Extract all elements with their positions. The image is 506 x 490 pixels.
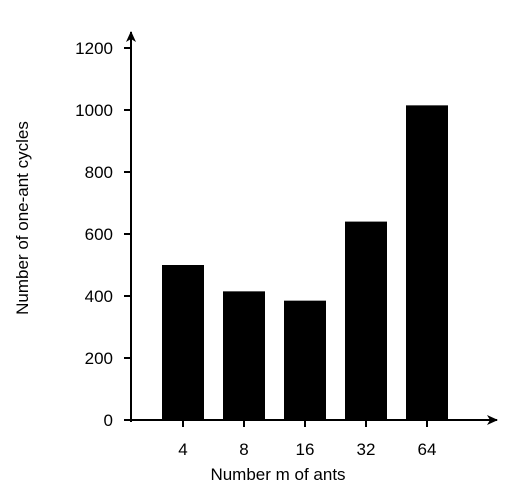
y-tick-label-0: 0	[104, 411, 113, 430]
x-tick-label-4: 4	[178, 440, 187, 459]
y-axis-title: Number of one-ant cycles	[13, 121, 32, 315]
y-ticks-group: 0 200 400 600 800 1000 1200	[75, 39, 131, 430]
y-tick-label-1000: 1000	[75, 101, 113, 120]
y-tick-label-600: 600	[85, 225, 113, 244]
bar-16	[284, 300, 326, 420]
bars-group	[162, 105, 448, 420]
x-tick-label-8: 8	[239, 440, 248, 459]
bar-64	[406, 105, 448, 420]
x-tick-label-16: 16	[296, 440, 315, 459]
x-ticks-group: 4 8 16 32 64	[178, 420, 436, 459]
y-tick-label-1200: 1200	[75, 39, 113, 58]
y-tick-label-800: 800	[85, 163, 113, 182]
y-tick-label-200: 200	[85, 349, 113, 368]
x-tick-label-32: 32	[357, 440, 376, 459]
x-tick-label-64: 64	[418, 440, 437, 459]
bar-8	[223, 291, 265, 420]
bar-4	[162, 265, 204, 420]
x-axis-title: Number m of ants	[210, 465, 345, 484]
y-tick-label-400: 400	[85, 287, 113, 306]
bar-32	[345, 221, 387, 420]
